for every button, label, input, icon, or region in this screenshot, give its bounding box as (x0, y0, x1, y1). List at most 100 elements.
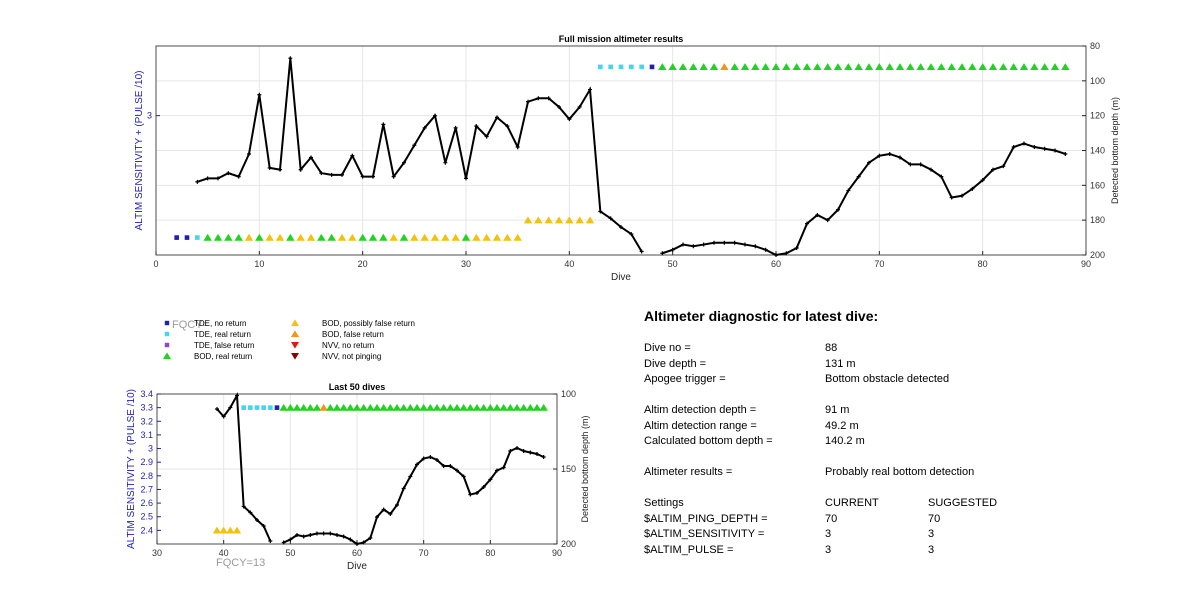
calc-depth-label: Calculated bottom depth = (644, 435, 773, 447)
marker-triangle (947, 63, 956, 71)
settings-header-row: Settings CURRENT SUGGESTED (644, 497, 1164, 513)
depth-point (278, 167, 282, 172)
legend-entry: NVV, not pinging (288, 351, 381, 361)
depth-point (295, 533, 299, 537)
depth-point (298, 167, 303, 172)
depth-point (391, 174, 396, 179)
marker-triangle (709, 63, 719, 71)
depth-point (670, 247, 675, 252)
depth-point (408, 474, 413, 479)
x-tick-label: 10 (254, 259, 264, 269)
depth-point (541, 455, 546, 459)
marker-triangle (441, 233, 450, 241)
depth-point (412, 143, 417, 148)
y-tick-label: 3 (148, 444, 153, 454)
marker-triangle (689, 63, 698, 71)
depth-point (1032, 145, 1037, 150)
marker-square (174, 235, 179, 240)
depth-point (608, 216, 613, 221)
marker-square (639, 64, 644, 70)
legend-entry: BOD, real return (160, 351, 252, 361)
marker-triangle (844, 63, 853, 71)
y2-tick-label: 100 (1090, 76, 1105, 86)
setting-row: $ALTIM_PULSE = 3 3 (644, 544, 1164, 560)
axes-box (155, 45, 1087, 256)
legend-label: BOD, false return (322, 329, 384, 339)
marker-triangle (279, 403, 288, 411)
depth-point (288, 56, 293, 61)
depth-series-line (662, 142, 1066, 257)
depth-point (528, 450, 533, 455)
marker-legend: TDE, no return TDE, real return TDE, false… (160, 318, 460, 366)
depth-point (629, 232, 634, 237)
x-tick-label: 50 (668, 259, 678, 269)
marker-square (274, 405, 280, 410)
depth-point (867, 160, 871, 165)
results-label: Altimeter results = (644, 466, 733, 478)
marker-triangle (326, 403, 335, 411)
marker-triangle (446, 403, 455, 411)
marker-triangle (523, 216, 533, 224)
depth-point (929, 167, 933, 172)
depth-point (1001, 164, 1006, 169)
y-tick-label: 2.5 (140, 512, 153, 522)
y2-tick-label: 160 (1090, 180, 1105, 190)
legend-label: TDE, no return (194, 318, 247, 328)
marker-triangle (916, 63, 925, 71)
dive-no-value: 88 (825, 342, 838, 354)
depth-point (712, 240, 716, 245)
marker-triangle (699, 63, 708, 71)
y-tick-label: 3 (147, 111, 152, 121)
marker-triangle (720, 63, 729, 71)
marker-square (195, 235, 200, 240)
depth-point (856, 174, 861, 179)
marker-triangle (232, 526, 242, 534)
apogee-value: Bottom obstacle detected (825, 373, 950, 385)
depth-point (481, 485, 486, 489)
setting-row: $ALTIM_SENSITIVITY = 3 3 (644, 528, 1164, 544)
depth-point (433, 113, 437, 118)
marker-triangle (359, 403, 368, 411)
marker-triangle (430, 233, 440, 241)
depth-point (268, 539, 273, 543)
marker-triangle (854, 63, 863, 71)
dive-depth-value: 131 m (825, 357, 856, 370)
depth-point (660, 251, 665, 256)
marker-triangle (226, 526, 235, 534)
depth-point (195, 179, 200, 184)
depth-point (361, 540, 366, 545)
depth-point (215, 407, 219, 411)
marker-triangle (439, 403, 448, 411)
depth-point (464, 176, 468, 181)
marker-triangle (864, 63, 874, 71)
calc-depth-row: Calculated bottom depth = 140.2 m (644, 435, 1164, 451)
depth-point (887, 151, 892, 156)
current-header: CURRENT (825, 497, 879, 509)
marker-triangle (792, 63, 801, 71)
legend-label: TDE, real return (194, 329, 251, 339)
marker-triangle (224, 233, 233, 241)
marker-triangle (203, 233, 212, 241)
marker-triangle (451, 233, 460, 241)
marker-triangle (885, 63, 894, 71)
marker-triangle (906, 63, 915, 71)
depth-point (329, 172, 334, 177)
depth-point (257, 92, 262, 97)
x-tick-label: 60 (352, 548, 362, 558)
x-tick-label: 40 (564, 259, 574, 269)
marker-triangle (379, 233, 388, 241)
depth-point (691, 244, 696, 249)
depth-point (488, 477, 493, 482)
y-tick-label: 2.6 (140, 498, 153, 508)
setting-suggested: 70 (928, 512, 941, 525)
marker-square (184, 235, 190, 240)
y2-tick-label: 200 (561, 539, 576, 549)
marker-triangle (358, 233, 367, 241)
depth-point (261, 524, 266, 528)
depth-point (536, 96, 541, 101)
depth-point (577, 104, 582, 109)
legend-entry: TDE, no return (160, 318, 246, 328)
marker-triangle (895, 63, 905, 71)
y-tick-label: 3.3 (140, 403, 153, 413)
depth-point (598, 209, 603, 214)
